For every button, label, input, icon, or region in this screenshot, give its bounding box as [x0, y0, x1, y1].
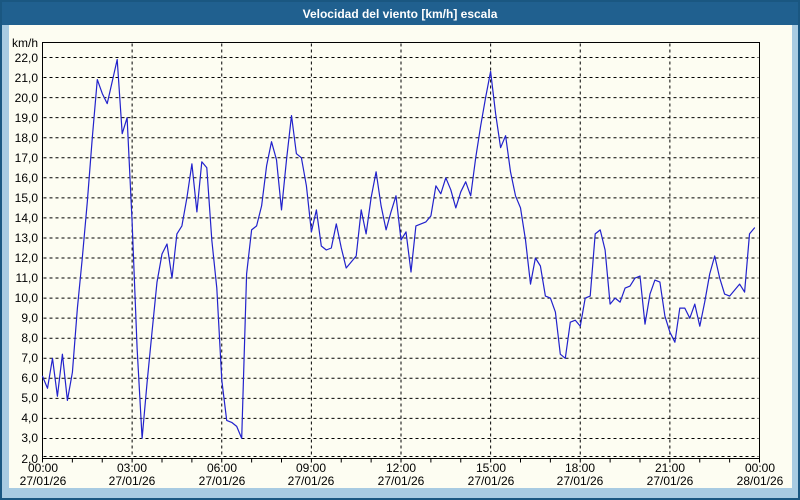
- x-axis-time-label: 12:00: [385, 461, 417, 475]
- x-axis-date-label: 27/01/26: [19, 474, 67, 488]
- title-bar: Velocidad del viento [km/h] escala: [2, 2, 798, 25]
- x-axis-date-label: 27/01/26: [377, 474, 425, 488]
- y-axis-tick-label: 21,0: [14, 71, 38, 85]
- y-axis-tick-label: 14,0: [14, 211, 38, 225]
- y-axis-tick-label: 13,0: [14, 231, 38, 245]
- y-axis-tick-label: 22,0: [14, 51, 38, 65]
- x-axis-time-label: 03:00: [116, 461, 148, 475]
- x-axis-time-label: 09:00: [295, 461, 327, 475]
- plot-area: [41, 42, 760, 463]
- y-axis-tick-label: 20,0: [14, 91, 38, 105]
- y-axis-tick-label: 19,0: [14, 111, 38, 125]
- y-axis-tick-label: 12,0: [14, 251, 38, 265]
- x-axis-time-label: 00:00: [27, 461, 59, 475]
- y-axis-tick-label: 4,0: [21, 411, 38, 425]
- y-axis-tick-label: 3,0: [21, 431, 38, 445]
- x-axis-time-label: 15:00: [475, 461, 507, 475]
- x-axis-date-label: 28/01/26: [736, 474, 784, 488]
- y-axis-tick-label: 5,0: [21, 391, 38, 405]
- x-axis-date-label: 27/01/26: [556, 474, 604, 488]
- x-axis-time-label: 06:00: [206, 461, 238, 475]
- x-axis-date-label: 27/01/26: [646, 474, 694, 488]
- y-axis-tick-label: 8,0: [21, 331, 38, 345]
- x-axis-date-label: 27/01/26: [108, 474, 156, 488]
- x-axis-date-label: 27/01/26: [198, 474, 246, 488]
- x-axis-time-label: 21:00: [654, 461, 686, 475]
- y-axis-tick-label: 18,0: [14, 131, 38, 145]
- y-axis-tick-label: 15,0: [14, 191, 38, 205]
- chart-title: Velocidad del viento [km/h] escala: [302, 6, 498, 21]
- y-axis-tick-label: 2,0: [21, 452, 38, 466]
- y-axis-unit-label: km/h: [11, 36, 38, 50]
- x-axis-date-label: 27/01/26: [467, 474, 515, 488]
- x-axis-time-label: 00:00: [744, 461, 776, 475]
- y-axis-tick-label: 17,0: [14, 151, 38, 165]
- y-axis-tick-label: 6,0: [21, 371, 38, 385]
- y-axis-tick-label: 16,0: [14, 171, 38, 185]
- y-axis-tick-label: 9,0: [21, 311, 38, 325]
- y-axis-tick-label: 11,0: [15, 271, 38, 285]
- y-axis-tick-label: 7,0: [21, 351, 38, 365]
- x-axis-date-label: 27/01/26: [287, 474, 335, 488]
- y-axis-tick-label: 10,0: [14, 291, 38, 305]
- x-axis-time-label: 18:00: [564, 461, 596, 475]
- wind-speed-line: [41, 58, 756, 439]
